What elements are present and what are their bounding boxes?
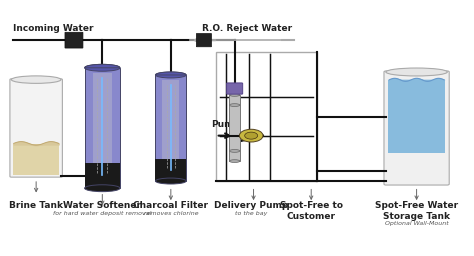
- FancyBboxPatch shape: [196, 34, 211, 47]
- Text: Incoming Water: Incoming Water: [12, 24, 93, 33]
- Ellipse shape: [11, 76, 61, 83]
- Text: to the bay: to the bay: [235, 211, 267, 216]
- FancyBboxPatch shape: [65, 32, 83, 48]
- Circle shape: [245, 132, 258, 139]
- Text: Brine Tank: Brine Tank: [9, 200, 63, 210]
- Ellipse shape: [84, 64, 120, 71]
- Ellipse shape: [155, 178, 186, 184]
- Ellipse shape: [229, 150, 240, 152]
- FancyBboxPatch shape: [10, 79, 63, 177]
- Text: removes chlorine: removes chlorine: [144, 211, 198, 216]
- Text: for hard water deposit removal: for hard water deposit removal: [53, 211, 152, 216]
- Circle shape: [239, 129, 263, 142]
- Text: Delivery Pump: Delivery Pump: [214, 200, 288, 210]
- Ellipse shape: [229, 93, 240, 96]
- Ellipse shape: [229, 160, 240, 163]
- Polygon shape: [388, 80, 445, 153]
- Polygon shape: [13, 144, 59, 175]
- Text: Water Softener: Water Softener: [64, 200, 141, 210]
- FancyBboxPatch shape: [384, 71, 449, 185]
- Ellipse shape: [386, 68, 447, 76]
- Text: Pump: Pump: [211, 120, 240, 129]
- Polygon shape: [84, 163, 120, 188]
- Ellipse shape: [84, 185, 120, 192]
- Polygon shape: [92, 73, 112, 186]
- Polygon shape: [155, 75, 186, 181]
- Polygon shape: [163, 80, 179, 178]
- Ellipse shape: [229, 104, 240, 106]
- Text: Spot-Free Water
Storage Tank: Spot-Free Water Storage Tank: [375, 200, 458, 221]
- Polygon shape: [84, 68, 120, 188]
- Polygon shape: [155, 159, 186, 181]
- FancyBboxPatch shape: [227, 83, 243, 94]
- Ellipse shape: [155, 72, 186, 78]
- Polygon shape: [84, 64, 120, 68]
- Text: Optional Wall-Mount: Optional Wall-Mount: [385, 221, 448, 226]
- Text: Charcoal Filter: Charcoal Filter: [133, 200, 209, 210]
- Text: R.O. Reject Water: R.O. Reject Water: [201, 24, 292, 33]
- Polygon shape: [155, 72, 186, 75]
- Text: Spot-Free to
Customer: Spot-Free to Customer: [280, 200, 343, 221]
- Polygon shape: [229, 95, 240, 161]
